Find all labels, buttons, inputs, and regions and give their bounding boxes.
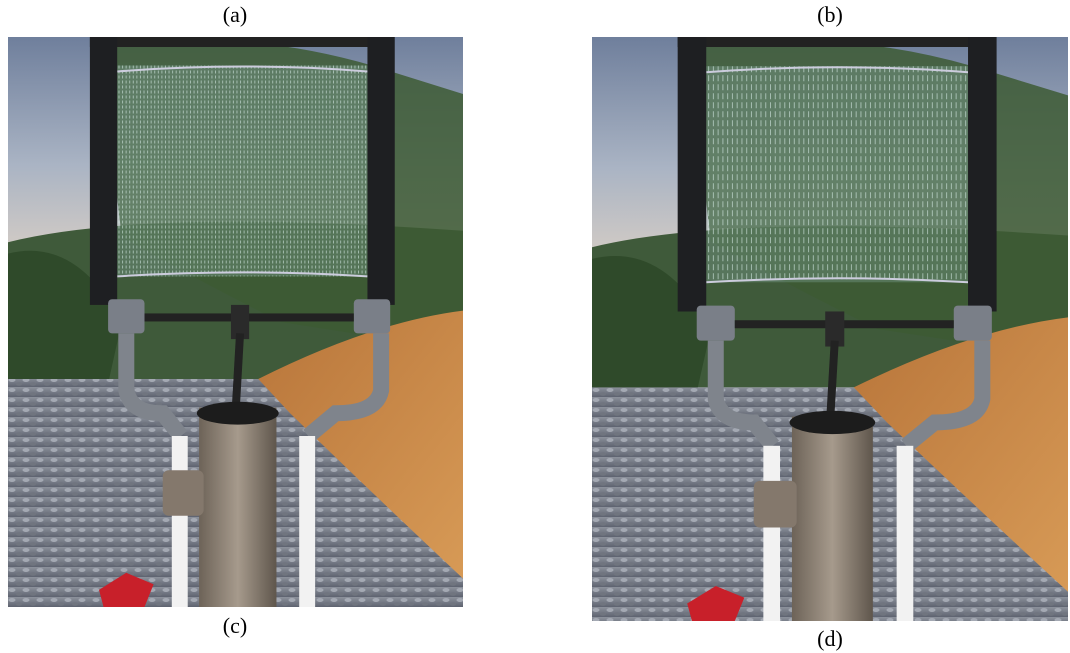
riser-left xyxy=(172,436,188,607)
panel-label: (b) xyxy=(817,2,843,27)
riser-right xyxy=(299,436,315,607)
riser-left xyxy=(763,446,780,621)
pipe-left xyxy=(90,37,117,305)
cross-bar xyxy=(735,320,954,328)
side-fitting xyxy=(163,470,204,516)
fitting xyxy=(697,306,735,341)
photo xyxy=(8,37,463,607)
reservoir xyxy=(792,417,873,621)
fitting xyxy=(108,299,144,333)
riser-right xyxy=(897,446,914,621)
fitting xyxy=(354,299,390,333)
pipe-right xyxy=(367,37,394,305)
panel-label: (c) xyxy=(223,613,247,638)
page: (a) (b) (c) (d) (() => { const data = JS… xyxy=(0,0,1070,653)
panel-label: (a) xyxy=(223,2,247,27)
reservoir xyxy=(199,408,276,608)
photo xyxy=(592,37,1068,621)
drop-pipe xyxy=(236,333,241,413)
side-fitting xyxy=(754,481,797,528)
reservoir-lid xyxy=(197,402,279,425)
panel-label: (d) xyxy=(817,626,843,651)
fitting xyxy=(954,306,992,341)
top-bar xyxy=(678,37,992,47)
drop-pipe xyxy=(830,341,835,423)
top-bar xyxy=(90,37,390,47)
pipe-left xyxy=(678,37,707,311)
pipe-right xyxy=(968,37,997,311)
reservoir-lid xyxy=(790,411,876,434)
figure: (a) (b) (c) (d) xyxy=(0,0,1070,653)
